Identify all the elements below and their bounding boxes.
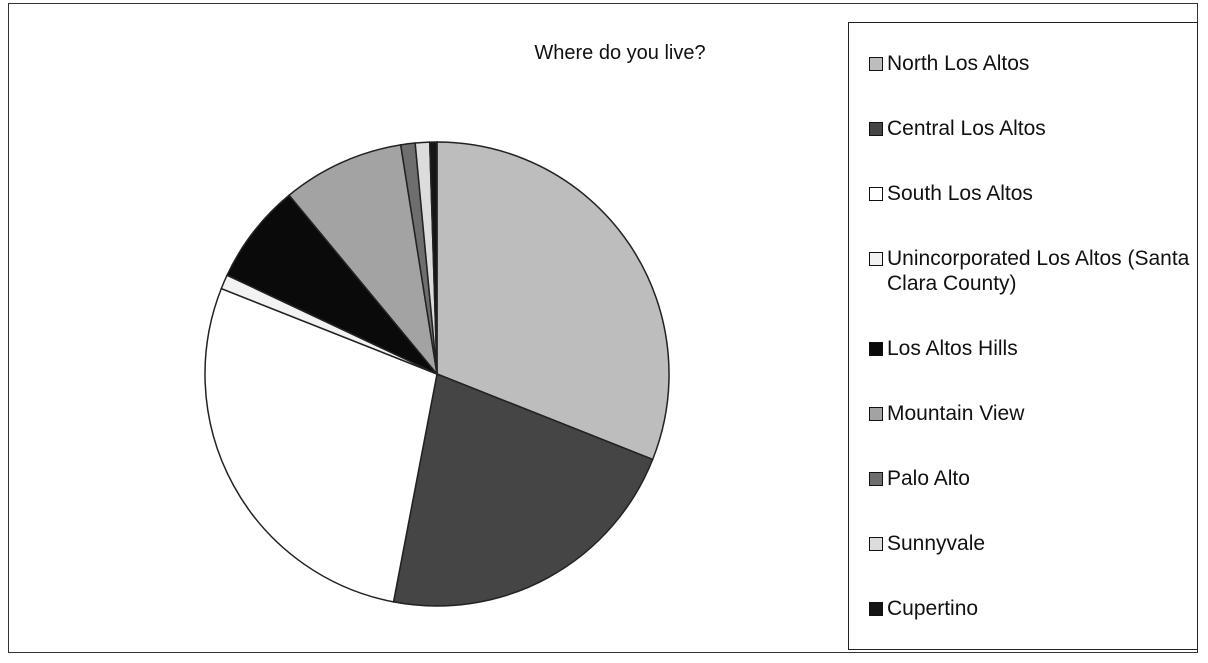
legend-label: Sunnyvale — [887, 532, 986, 555]
pie-slice — [392, 372, 654, 607]
legend-label: Unincorporated Los Altos (Santa Clara Co… — [887, 247, 1190, 295]
legend-entry: Cupertino — [869, 596, 1191, 621]
legend-entry: Central Los Altos — [869, 116, 1191, 141]
pie-slice — [226, 194, 438, 375]
legend-swatch — [869, 57, 883, 71]
legend-swatch — [869, 187, 883, 201]
legend-entry: Sunnyvale — [869, 531, 1191, 556]
pie-slice — [288, 143, 439, 377]
pie-slice — [428, 141, 438, 375]
legend-swatch — [869, 407, 883, 421]
legend-entry: North Los Altos — [869, 51, 1191, 76]
legend-entry: Los Altos Hills — [869, 336, 1191, 361]
legend-label: South Los Altos — [887, 182, 1033, 205]
legend-label: Mountain View — [887, 402, 1025, 425]
pie-chart — [204, 141, 670, 607]
legend-label: Cupertino — [887, 597, 979, 620]
legend-label: Los Altos Hills — [887, 337, 1018, 360]
legend-label: Central Los Altos — [887, 117, 1046, 140]
legend-swatch — [869, 122, 883, 136]
legend-swatch — [869, 602, 883, 616]
legend-entry: South Los Altos — [869, 181, 1191, 206]
legend-swatch — [869, 537, 883, 551]
legend-entry: Palo Alto — [869, 466, 1191, 491]
legend-swatch — [869, 472, 883, 486]
legend-label: North Los Altos — [887, 52, 1030, 75]
legend-label: Palo Alto — [887, 467, 970, 490]
legend-entry: Unincorporated Los Altos (Santa Clara Co… — [869, 246, 1191, 296]
legend: North Los Altos Central Los Altos South Lo… — [848, 22, 1198, 650]
legend-entry: Mountain View — [869, 401, 1191, 426]
chart-title: Where do you live? — [534, 42, 706, 64]
pie-slice — [436, 141, 670, 461]
legend-swatch — [869, 342, 883, 356]
legend-swatch — [869, 252, 883, 266]
pie-slice — [204, 287, 438, 603]
